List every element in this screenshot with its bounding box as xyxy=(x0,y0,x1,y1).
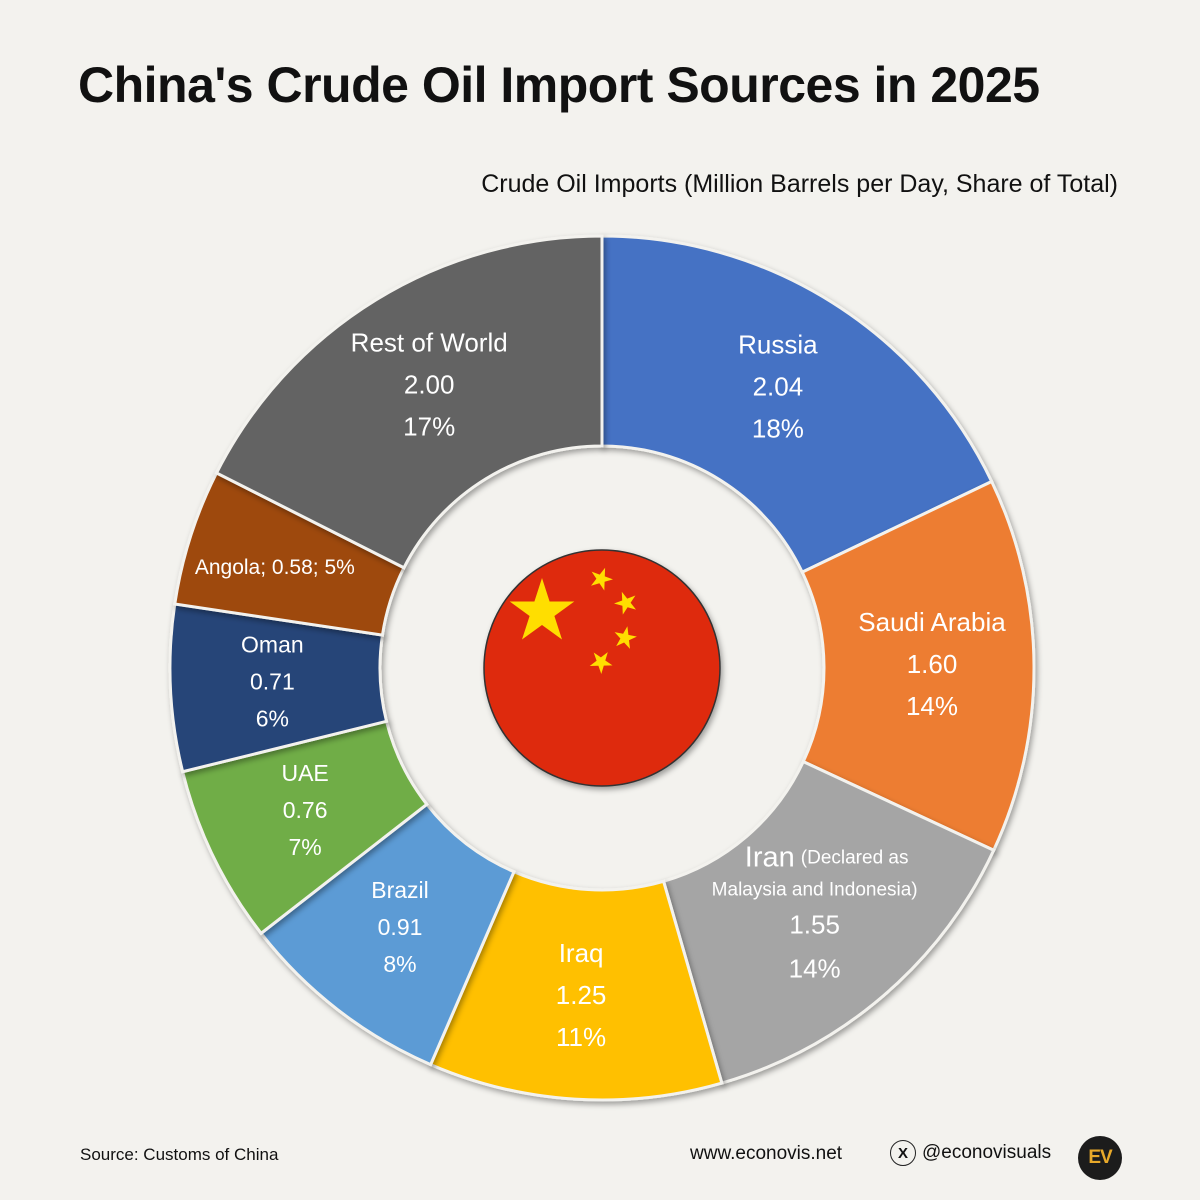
chart-subtitle: Crude Oil Imports (Million Barrels per D… xyxy=(481,170,1118,198)
x-logo-icon: X xyxy=(890,1140,916,1166)
website-link[interactable]: www.econovis.net xyxy=(690,1143,843,1164)
category-name-iran: Iran xyxy=(745,841,795,873)
category-label-oman: Oman xyxy=(241,632,304,658)
value-label-iran: 1.55 xyxy=(789,910,840,940)
flag-small-star-icon xyxy=(589,652,613,674)
category-label-uae: UAE xyxy=(281,760,328,786)
slice-iran[interactable] xyxy=(661,759,996,1085)
value-label-uae: 0.76 xyxy=(283,797,328,823)
share-label-russia: 18% xyxy=(752,414,804,444)
category-label-russia: Russia xyxy=(738,330,818,360)
flag-small-star-icon xyxy=(614,626,637,649)
share-label-rest-of-world: 17% xyxy=(403,412,455,442)
value-label-iraq: 1.25 xyxy=(556,980,607,1010)
social-handle[interactable]: X @econovisuals xyxy=(890,1140,1051,1166)
slice-russia[interactable] xyxy=(600,234,994,575)
page-title: China's Crude Oil Import Sources in 2025 xyxy=(78,57,1040,113)
handle-text: @econovisuals xyxy=(922,1142,1052,1163)
china-flag-icon xyxy=(483,549,721,787)
value-label-russia: 2.04 xyxy=(753,372,804,402)
value-label-rest-of-world: 2.00 xyxy=(404,370,455,400)
econovis-logo: EV xyxy=(1078,1136,1122,1180)
value-label-oman: 0.71 xyxy=(250,669,295,695)
iran-note-line1: (Declared as xyxy=(801,848,909,869)
slice-rest-of-world[interactable] xyxy=(214,234,604,570)
flag-small-star-icon xyxy=(614,591,636,615)
category-label-saudi-arabia: Saudi Arabia xyxy=(858,607,1006,637)
value-label-saudi-arabia: 1.60 xyxy=(907,649,958,679)
category-label-brazil: Brazil xyxy=(371,877,429,903)
data-label-angola: Angola; 0.58; 5% xyxy=(195,556,355,579)
value-label-brazil: 0.91 xyxy=(378,914,423,940)
flag-small-star-icon xyxy=(591,567,613,591)
share-label-iraq: 11% xyxy=(556,1022,606,1052)
category-label-iran: Iran (Declared as xyxy=(745,841,909,873)
share-label-oman: 6% xyxy=(256,706,289,732)
share-label-saudi-arabia: 14% xyxy=(906,691,958,721)
category-label-rest-of-world: Rest of World xyxy=(351,328,508,358)
iran-note-line2: Malaysia and Indonesia) xyxy=(712,880,918,901)
category-label-iraq: Iraq xyxy=(559,938,604,968)
share-label-brazil: 8% xyxy=(383,951,416,977)
share-label-iran: 14% xyxy=(789,954,841,984)
flag-big-star-icon xyxy=(509,578,575,640)
slice-iraq[interactable] xyxy=(428,869,724,1102)
share-label-uae: 7% xyxy=(289,834,322,860)
slice-saudi-arabia[interactable] xyxy=(800,479,1036,853)
source-note: Source: Customs of China xyxy=(80,1145,279,1164)
